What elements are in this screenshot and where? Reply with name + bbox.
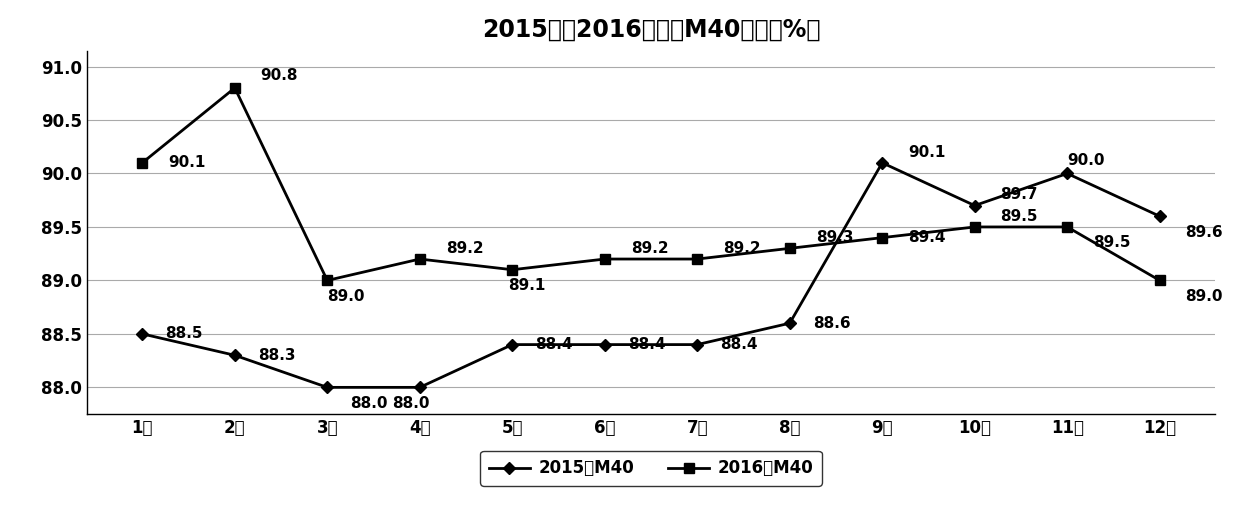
- 2015年M40: [689, 341, 704, 347]
- Text: 88.4: 88.4: [536, 337, 573, 352]
- 2016年M40: [874, 235, 889, 241]
- Text: 89.1: 89.1: [507, 278, 546, 293]
- 2016年M40: [413, 256, 428, 262]
- Text: 89.0: 89.0: [1185, 289, 1223, 304]
- Text: 89.2: 89.2: [631, 241, 668, 256]
- 2016年M40: [598, 256, 613, 262]
- Text: 89.2: 89.2: [445, 241, 484, 256]
- Text: 89.3: 89.3: [816, 230, 853, 245]
- 2016年M40: [967, 224, 982, 230]
- 2016年M40: [227, 85, 242, 91]
- Text: 89.7: 89.7: [1001, 187, 1038, 203]
- Text: 90.0: 90.0: [1068, 153, 1105, 168]
- 2016年M40: [135, 160, 150, 166]
- 2016年M40: [782, 245, 797, 251]
- Text: 88.6: 88.6: [813, 316, 851, 331]
- Text: 90.1: 90.1: [169, 156, 206, 170]
- Title: 2015年及2016年焦炭M40对比（%）: 2015年及2016年焦炭M40对比（%）: [482, 18, 820, 41]
- 2015年M40: [1060, 171, 1075, 177]
- Text: 89.2: 89.2: [723, 241, 761, 256]
- 2015年M40: [227, 352, 242, 359]
- 2015年M40: [505, 341, 520, 347]
- Text: 89.5: 89.5: [1001, 209, 1038, 224]
- Text: 88.4: 88.4: [720, 337, 758, 352]
- 2015年M40: [874, 160, 889, 166]
- Text: 89.4: 89.4: [908, 230, 946, 245]
- 2015年M40: [1152, 213, 1167, 219]
- 2015年M40: [413, 384, 428, 390]
- 2016年M40: [505, 267, 520, 273]
- Text: 90.1: 90.1: [908, 144, 946, 160]
- Text: 88.0: 88.0: [351, 396, 388, 411]
- 2015年M40: [598, 341, 613, 347]
- 2015年M40: [967, 203, 982, 209]
- Text: 89.6: 89.6: [1185, 225, 1223, 240]
- Legend: 2015年M40, 2016年M40: 2015年M40, 2016年M40: [480, 451, 822, 486]
- 2016年M40: [1152, 277, 1167, 283]
- Line: 2015年M40: 2015年M40: [138, 159, 1164, 391]
- Text: 88.3: 88.3: [258, 348, 295, 363]
- Line: 2016年M40: 2016年M40: [138, 83, 1164, 285]
- Text: 88.0: 88.0: [392, 396, 429, 411]
- Text: 89.0: 89.0: [327, 289, 365, 304]
- 2015年M40: [320, 384, 335, 390]
- 2016年M40: [320, 277, 335, 283]
- Text: 89.5: 89.5: [1094, 235, 1131, 250]
- Text: 90.8: 90.8: [260, 68, 298, 83]
- Text: 88.5: 88.5: [165, 326, 203, 341]
- Text: 88.4: 88.4: [627, 337, 666, 352]
- 2015年M40: [135, 331, 150, 337]
- 2016年M40: [1060, 224, 1075, 230]
- 2015年M40: [782, 320, 797, 326]
- 2016年M40: [689, 256, 704, 262]
